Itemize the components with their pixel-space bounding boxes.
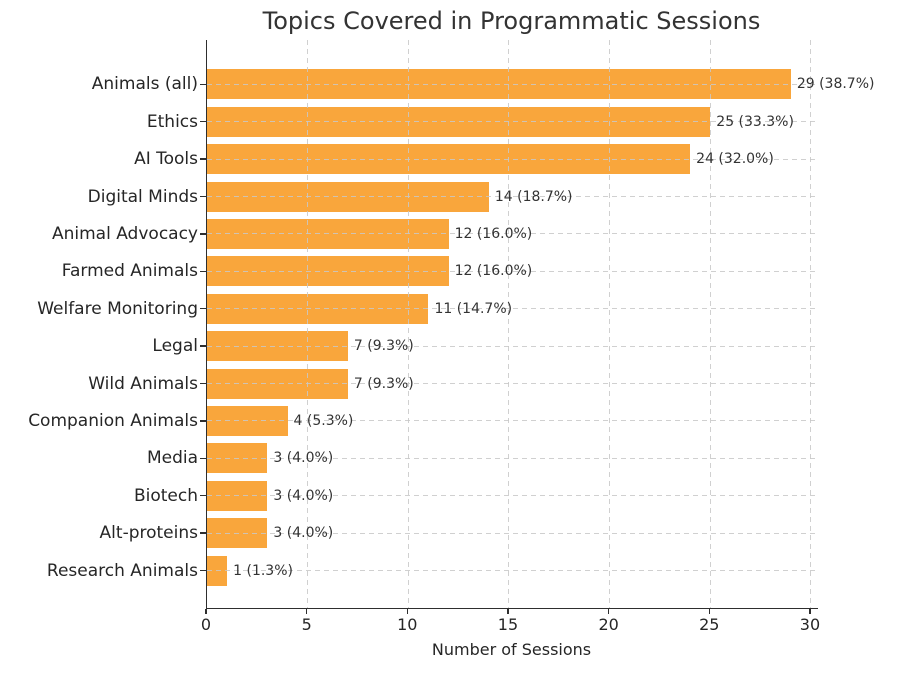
x-tick-label: 15 — [497, 615, 519, 634]
gridline-vertical — [407, 40, 409, 608]
y-tick-mark — [200, 233, 206, 235]
gridline-horizontal — [207, 420, 818, 422]
x-tick-mark — [809, 609, 811, 614]
x-axis-label: Number of Sessions — [431, 640, 592, 659]
category-label: Biotech — [133, 485, 198, 506]
y-tick-mark — [200, 457, 206, 459]
x-tick-mark — [708, 609, 710, 614]
category-label: Legal — [152, 336, 198, 357]
category-label: Animals (all) — [91, 74, 198, 95]
category-label: Media — [146, 448, 198, 469]
gridline-horizontal — [207, 383, 818, 384]
x-tick-mark — [205, 609, 207, 614]
category-label: Farmed Animals — [61, 261, 198, 282]
bar-value-label: 7 (9.3%) — [353, 338, 414, 355]
gridline-horizontal — [207, 532, 818, 534]
bar-value-label: 29 (38.7%) — [796, 76, 875, 93]
x-tick-label: 0 — [200, 615, 212, 634]
bar-value-label: 7 (9.3%) — [353, 375, 414, 392]
y-tick-mark — [200, 382, 206, 385]
x-tick-label: 20 — [598, 615, 619, 634]
x-tick-label: 10 — [397, 615, 418, 634]
y-tick-mark — [200, 83, 206, 85]
x-tick-label: 5 — [301, 615, 312, 634]
gridline-horizontal — [207, 495, 818, 497]
bar-value-label: 12 (16.0%) — [454, 225, 533, 242]
y-tick-mark — [200, 195, 206, 198]
gridline-vertical — [307, 40, 309, 608]
gridline-horizontal — [207, 121, 818, 123]
category-label: Welfare Monitoring — [37, 298, 198, 319]
y-tick-mark — [200, 270, 206, 272]
gridline-horizontal — [207, 270, 818, 272]
gridline-horizontal — [207, 196, 818, 197]
y-tick-mark — [200, 158, 206, 160]
chart-title: Topics Covered in Programmatic Sessions — [262, 7, 761, 35]
gridline-horizontal — [207, 457, 818, 459]
gridline-horizontal — [207, 345, 818, 347]
gridline-horizontal — [207, 570, 818, 571]
x-tick-mark — [305, 609, 308, 614]
y-tick-mark — [200, 532, 206, 534]
gridline-horizontal — [207, 83, 818, 85]
gridline-vertical — [609, 40, 611, 608]
x-tick-mark — [607, 609, 610, 614]
category-label: AI Tools — [134, 149, 198, 170]
x-tick-mark — [507, 609, 509, 614]
category-label: Ethics — [146, 111, 198, 132]
bar-value-label: 24 (32.0%) — [696, 151, 774, 168]
category-label: Research Animals — [46, 560, 198, 581]
bar-value-label: 3 (4.0%) — [273, 450, 334, 467]
category-label: Alt-proteins — [99, 523, 198, 544]
category-label: Companion Animals — [28, 410, 198, 431]
gridline-horizontal — [207, 158, 818, 160]
category-label: Wild Animals — [88, 373, 198, 394]
y-tick-mark — [200, 308, 206, 310]
gridline-vertical — [508, 40, 510, 608]
category-label: Animal Advocacy — [52, 223, 198, 244]
bar-value-label: 3 (4.0%) — [273, 487, 334, 504]
bar-value-label: 3 (4.0%) — [273, 525, 334, 542]
bar-value-label: 25 (33.3%) — [716, 113, 794, 130]
gridline-vertical — [810, 40, 812, 608]
y-tick-mark — [200, 420, 206, 422]
y-tick-mark — [200, 345, 206, 347]
gridline-horizontal — [207, 233, 818, 235]
bar-value-label: 14 (18.7%) — [494, 188, 573, 205]
x-tick-mark — [406, 609, 408, 614]
category-label: Digital Minds — [87, 186, 198, 207]
x-tick-label: 30 — [799, 615, 821, 634]
y-tick-mark — [200, 495, 206, 497]
bar-value-label: 1 (1.3%) — [233, 562, 293, 579]
gridline-vertical — [709, 40, 711, 608]
x-tick-label: 25 — [699, 615, 720, 634]
bar-value-label: 12 (16.0%) — [454, 263, 533, 280]
y-tick-mark — [200, 121, 206, 123]
gridline-horizontal — [207, 308, 818, 310]
plot-area: 29 (38.7%) 25 (33.3%) 24 (32.0%) 14 (18.7%)… — [206, 40, 874, 609]
y-tick-mark — [200, 569, 206, 572]
bar-value-label: 11 (14.7%) — [434, 300, 513, 317]
bar-value-label: 4 (5.3%) — [293, 412, 354, 429]
